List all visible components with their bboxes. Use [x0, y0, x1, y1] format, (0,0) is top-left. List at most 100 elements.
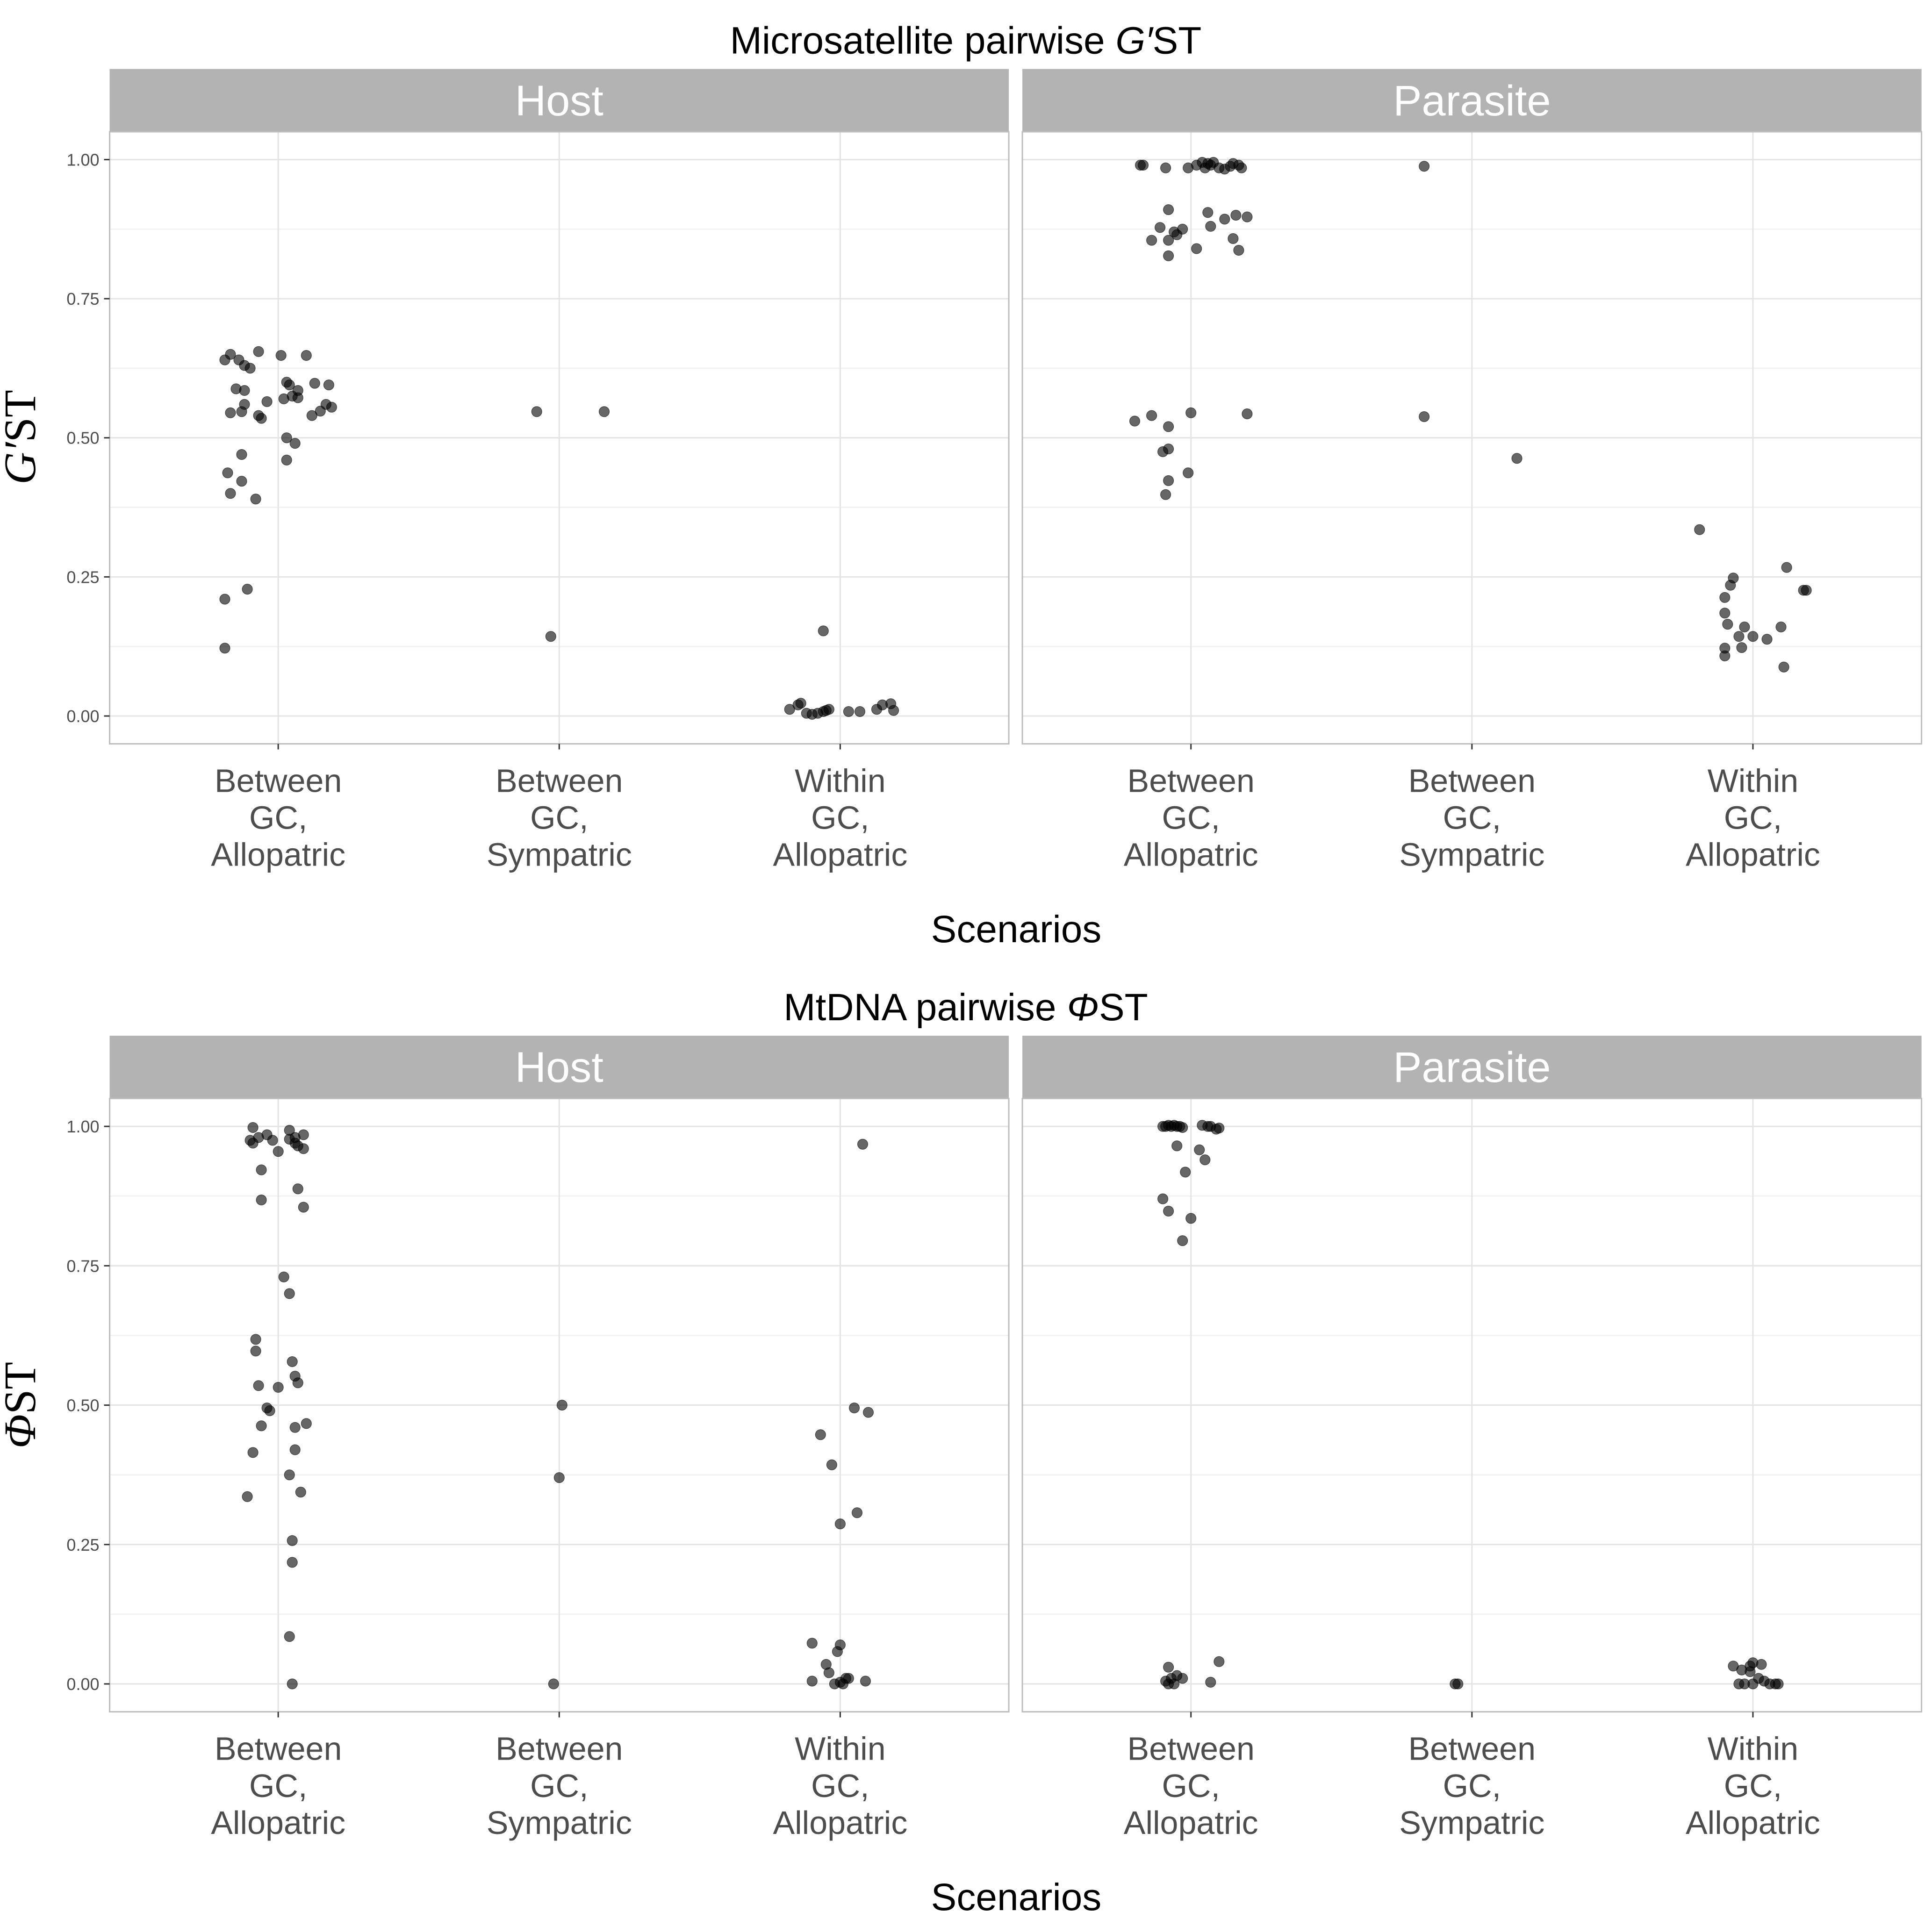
x-tick-label: Sympatric	[487, 837, 632, 873]
data-point	[1146, 235, 1157, 246]
data-point	[1180, 1167, 1191, 1178]
data-point	[852, 1507, 862, 1518]
data-point	[820, 705, 832, 716]
x-tick-label: Allopatric	[211, 837, 345, 873]
data-point	[1736, 642, 1747, 653]
x-tick-label: GC,	[1162, 1768, 1220, 1804]
x-tick-label: Within	[1708, 763, 1798, 799]
data-point	[250, 1346, 261, 1357]
data-point	[1214, 1123, 1225, 1134]
data-point	[261, 396, 273, 407]
data-point	[264, 1405, 275, 1416]
x-tick-label: GC,	[249, 1768, 307, 1804]
data-point	[236, 406, 247, 417]
x-tick-label: GC,	[249, 800, 307, 836]
y-axis-title: G′ST	[0, 390, 45, 484]
data-point	[1185, 1213, 1197, 1224]
facet-strip	[1022, 69, 1922, 132]
facet-parasite: ParasiteBetweenGC,AllopatricBetweenGC,Sy…	[1021, 69, 1923, 873]
chart-title: Microsatellite pairwise G′ST	[730, 19, 1202, 62]
x-tick-label: GC,	[811, 800, 869, 836]
facet-strip-label: Host	[515, 77, 603, 125]
data-point	[289, 1422, 301, 1433]
x-tick-label: GC,	[1724, 800, 1782, 836]
data-point	[1242, 408, 1253, 419]
x-tick-label: GC,	[1443, 1768, 1501, 1804]
data-point	[309, 378, 320, 389]
data-point	[1171, 1140, 1183, 1152]
x-tick-label: GC,	[530, 800, 588, 836]
data-point	[1155, 222, 1166, 233]
data-point	[784, 704, 795, 715]
y-tick-label: 0.00	[66, 1675, 99, 1694]
y-axis-title-symbol: Φ	[0, 1414, 45, 1448]
chart-title: MtDNA pairwise ΦST	[783, 986, 1148, 1029]
data-point	[1163, 1661, 1174, 1673]
data-point	[281, 432, 292, 444]
data-point	[1778, 661, 1789, 673]
data-point	[818, 625, 829, 637]
data-point	[556, 1400, 567, 1411]
data-point	[1205, 221, 1216, 232]
x-axis-title: Scenarios	[931, 908, 1102, 951]
data-point	[834, 1518, 846, 1530]
data-point	[225, 488, 236, 499]
chart-title-symbol: Φ	[1067, 986, 1099, 1029]
data-point	[287, 1557, 298, 1568]
data-point	[888, 705, 899, 716]
data-point	[323, 380, 334, 391]
data-point	[247, 1122, 259, 1133]
x-tick-label: Within	[795, 763, 885, 799]
data-point	[242, 584, 253, 595]
data-point	[250, 494, 261, 505]
data-point	[1185, 407, 1197, 418]
data-point	[1205, 1676, 1216, 1688]
data-point	[1163, 235, 1174, 246]
x-tick-label: Allopatric	[1686, 837, 1820, 873]
data-point	[292, 392, 303, 403]
data-point	[250, 1334, 261, 1345]
facet-host: Host0.000.250.500.751.00BetweenGC,Allopa…	[66, 1036, 1010, 1841]
y-tick-label: 1.00	[66, 150, 99, 169]
data-point	[273, 1382, 284, 1393]
data-point	[860, 1676, 871, 1687]
data-point	[1242, 211, 1253, 222]
data-point	[225, 407, 236, 418]
data-point	[284, 1288, 295, 1299]
data-point	[1146, 410, 1157, 421]
x-tick-label: Allopatric	[1124, 837, 1258, 873]
data-point	[256, 413, 267, 424]
data-point	[1157, 1193, 1169, 1204]
data-point	[273, 1146, 284, 1157]
data-point	[301, 350, 312, 361]
data-point	[281, 454, 292, 465]
data-point	[806, 1638, 818, 1649]
x-tick-label: GC,	[1162, 800, 1220, 836]
x-tick-label: Sympatric	[487, 1804, 632, 1841]
data-point	[1219, 214, 1230, 225]
data-point	[219, 594, 230, 605]
y-axis-title-symbol: G′	[0, 441, 45, 484]
data-point	[287, 1678, 298, 1690]
data-point	[1775, 622, 1787, 632]
data-point	[292, 1183, 303, 1195]
data-point	[1747, 631, 1759, 642]
x-tick-label: Between	[215, 763, 342, 799]
y-tick-label: 0.50	[66, 1396, 99, 1415]
chart-root: Microsatellite pairwise G′ST G′ST Scenario…	[0, 19, 1923, 1919]
data-point	[275, 350, 287, 361]
x-axis-title: Scenarios	[931, 1876, 1102, 1919]
y-tick-label: 0.75	[66, 289, 99, 308]
data-point	[1236, 162, 1247, 173]
data-point	[295, 1487, 306, 1498]
data-point	[253, 346, 264, 357]
data-point	[815, 1429, 826, 1440]
data-point	[1163, 421, 1174, 432]
data-point	[278, 1271, 289, 1282]
data-point	[843, 706, 854, 717]
y-axis-title: ΦST	[0, 1362, 45, 1448]
data-point	[1138, 159, 1149, 171]
chart-title-prefix: Microsatellite pairwise	[730, 19, 1116, 62]
x-tick-label: Between	[1408, 1731, 1536, 1767]
